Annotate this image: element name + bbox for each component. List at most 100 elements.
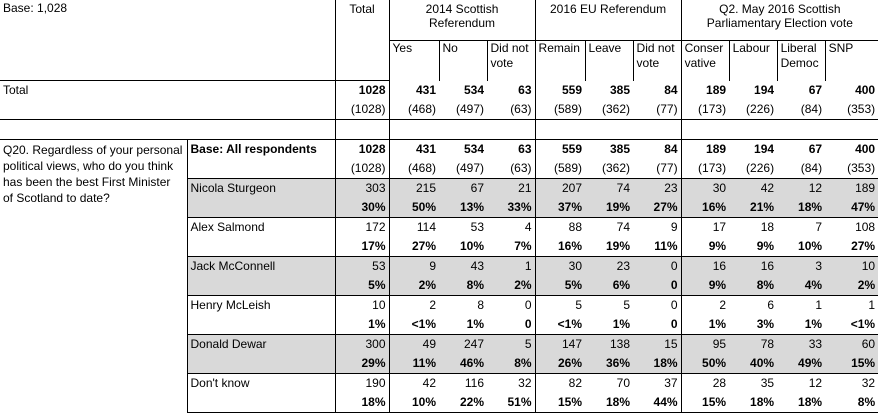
data-cell: 78 — [729, 334, 778, 354]
data-cell: 189 — [681, 139, 730, 159]
column-header: Yes — [389, 40, 440, 81]
data-cell: 10% — [777, 237, 826, 257]
data-cell: 18% — [777, 393, 826, 413]
data-cell: (353) — [825, 159, 878, 179]
data-cell: 147 — [535, 334, 586, 354]
data-cell: 3% — [729, 315, 778, 335]
data-cell: 12 — [777, 178, 826, 198]
data-cell: 51% — [487, 393, 536, 413]
column-header: Conser vative — [681, 40, 730, 81]
data-cell: 2% — [389, 276, 439, 296]
data-cell: 2 — [429, 298, 436, 312]
data-cell: (497) — [439, 159, 487, 179]
data-cell: 17 — [712, 220, 727, 234]
data-cell: 18% — [633, 354, 682, 374]
data-cell: 8% — [487, 354, 536, 374]
data-cell: 5% — [535, 276, 586, 296]
spacer — [334, 119, 390, 140]
data-cell: (1028) — [334, 159, 390, 179]
data-cell: 40% — [729, 354, 778, 374]
data-cell: 10% — [389, 393, 439, 413]
data-cell: 8% — [729, 276, 778, 296]
data-cell: 74 — [616, 220, 631, 234]
data-cell: 33% — [487, 198, 536, 218]
data-cell: 190 — [334, 373, 390, 393]
data-cell: 1% — [334, 315, 390, 335]
data-cell: 16 — [729, 256, 778, 276]
data-cell: 88 — [568, 220, 583, 234]
spacer — [633, 119, 682, 140]
data-cell: 6 — [767, 298, 775, 312]
data-cell: (77) — [633, 100, 682, 120]
column-header: Labour — [729, 40, 778, 81]
data-cell: 1 — [487, 256, 536, 276]
total-header: Total — [335, 0, 390, 81]
data-cell: 5 — [623, 298, 631, 312]
data-cell: 35 — [760, 376, 775, 390]
data-cell: 194 — [754, 82, 775, 97]
data-cell: 559 — [562, 82, 583, 97]
data-cell: (84) — [777, 159, 826, 179]
data-cell: 36% — [585, 354, 634, 374]
data-cell: 63 — [487, 80, 536, 100]
spacer — [681, 120, 729, 140]
data-cell: 0 — [487, 295, 536, 315]
data-cell: 15% — [535, 393, 586, 413]
data-cell: (362) — [585, 100, 634, 120]
column-header: SNP — [828, 41, 854, 55]
column-header: Did not vote — [487, 40, 536, 81]
data-cell: 63 — [487, 139, 536, 159]
answer-label: Donald Dewar — [187, 334, 336, 374]
data-cell: (84) — [777, 100, 826, 120]
data-cell: (173) — [681, 159, 730, 179]
data-cell: 1028 — [334, 139, 390, 159]
column-header: Leave — [585, 40, 634, 81]
data-cell: 534 — [439, 139, 487, 159]
data-cell: 15 — [633, 334, 682, 354]
data-cell: 5 — [487, 334, 536, 354]
data-cell: 1% — [777, 315, 826, 335]
data-cell: 44% — [633, 393, 682, 413]
data-cell: 74 — [585, 178, 634, 198]
data-cell: 18 — [760, 220, 775, 234]
spacer — [389, 120, 439, 140]
data-cell: 559 — [535, 139, 586, 159]
data-cell: 189 — [825, 178, 878, 198]
data-cell: 42 — [729, 178, 778, 198]
data-cell: 95 — [681, 334, 730, 354]
data-cell: 18% — [729, 393, 778, 413]
data-cell: 431 — [415, 82, 436, 97]
column-header: No — [439, 40, 488, 81]
data-cell: 7 — [815, 220, 823, 234]
data-cell: 400 — [855, 82, 876, 97]
spacer — [0, 119, 336, 140]
data-cell: 26% — [535, 354, 586, 374]
data-cell: 49 — [389, 334, 439, 354]
data-cell: 15% — [681, 393, 730, 413]
data-cell: 21% — [729, 198, 778, 218]
data-cell: 6% — [585, 276, 634, 296]
data-cell: 8 — [477, 298, 484, 312]
data-cell: 247 — [439, 334, 487, 354]
data-cell: 10 — [334, 295, 390, 315]
data-cell: 13% — [439, 198, 487, 218]
column-header: Liberal Democ — [777, 40, 826, 81]
data-cell: (1028) — [334, 100, 390, 120]
data-cell: 53 — [470, 220, 484, 234]
data-cell: 9% — [729, 237, 778, 257]
data-cell: 10 — [825, 256, 878, 276]
data-cell: 0 — [487, 315, 536, 335]
data-cell: 82 — [568, 376, 583, 390]
data-cell: 194 — [729, 139, 778, 159]
data-cell: 172 — [334, 217, 390, 237]
data-cell: (226) — [729, 159, 778, 179]
data-cell: 2% — [825, 276, 878, 296]
column-header: Remain — [535, 40, 586, 81]
data-cell: 46% — [439, 354, 487, 374]
data-cell: 27% — [825, 237, 878, 257]
data-cell: (63) — [487, 100, 536, 120]
data-cell: (589) — [535, 100, 586, 120]
answer-label: Don't know — [187, 373, 336, 413]
base-label: Base: All respondents — [187, 139, 336, 159]
data-cell: 300 — [334, 334, 390, 354]
